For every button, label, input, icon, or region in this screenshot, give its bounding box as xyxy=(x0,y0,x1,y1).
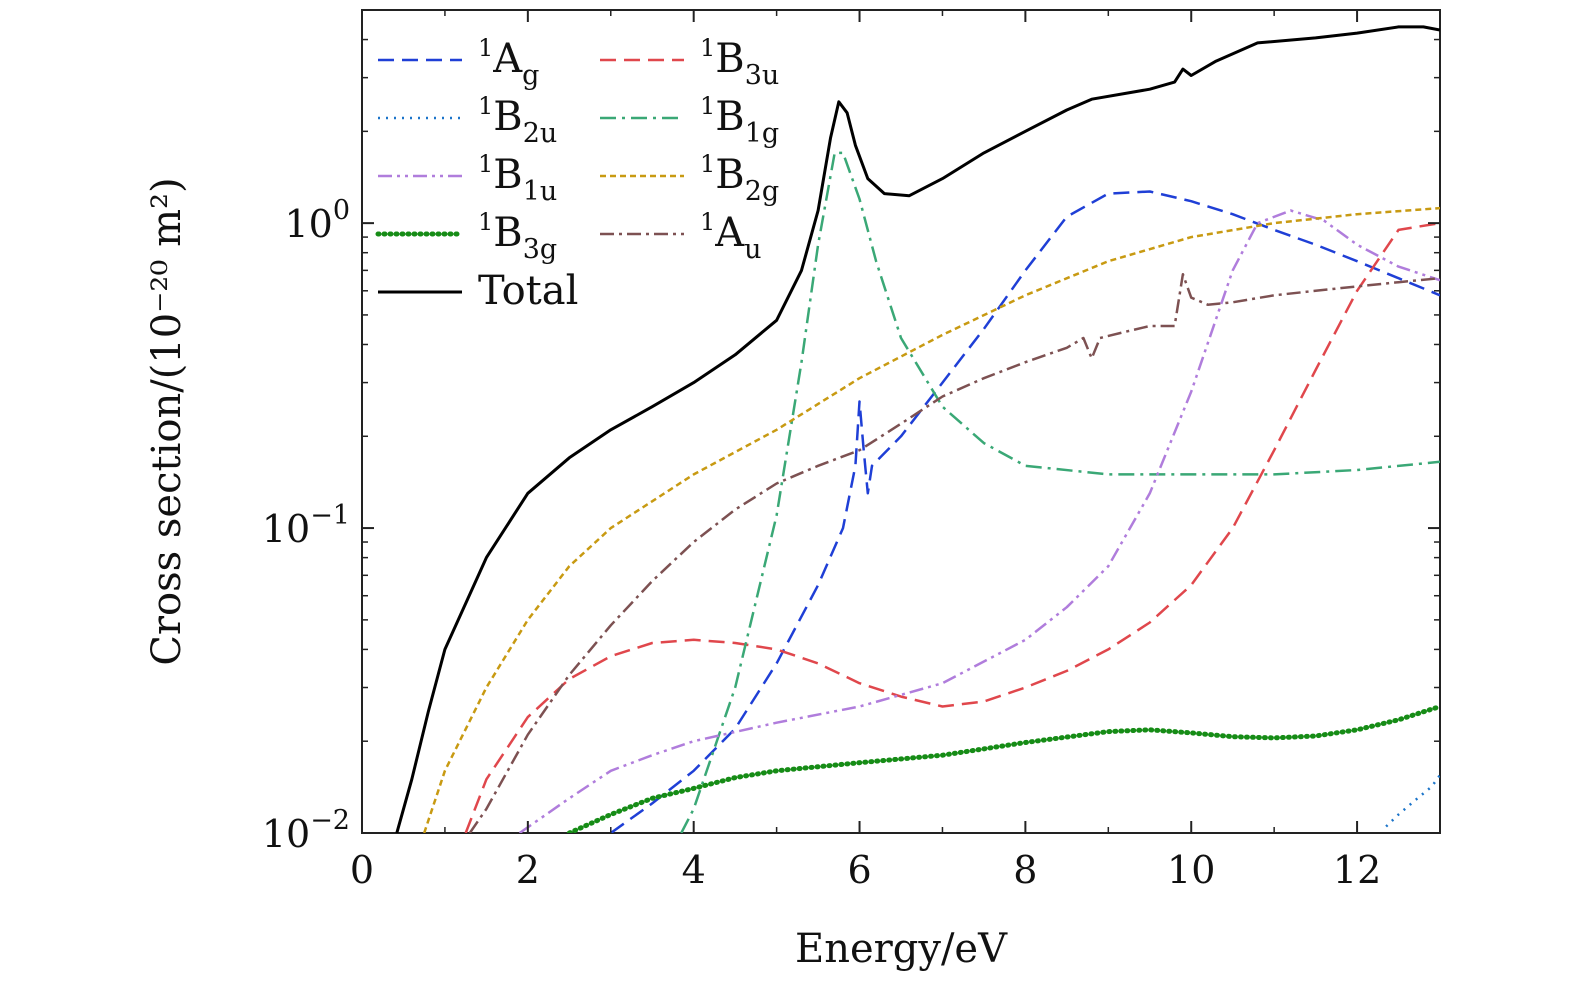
series-line-b1u xyxy=(518,209,1440,833)
axes-frame xyxy=(361,9,1441,834)
series-line-b3g xyxy=(566,704,1440,833)
legend-label-b2g: 1B2g xyxy=(700,150,779,207)
legend-label-b3u: 1B3u xyxy=(700,34,779,91)
series-lines xyxy=(395,25,1440,833)
series-line-ag xyxy=(610,190,1440,833)
axis-ticks: 0 2 4 6 8 10 12 10−2 10−1 100 xyxy=(262,9,1440,892)
series-line-au xyxy=(468,272,1440,833)
legend-label-b2u: 1B2u xyxy=(478,92,557,149)
y-tick-label: 10−2 xyxy=(262,805,350,856)
legend-label-b1g: 1B1g xyxy=(700,92,779,149)
series-line-b2u xyxy=(1385,774,1440,828)
plot-frame xyxy=(361,9,1441,834)
x-tick-label: 8 xyxy=(1013,848,1037,892)
legend: 1Ag 1B3u 1B2u 1B1g 1B1u 1B2g 1B3g 1Au Total xyxy=(375,34,779,314)
y-axis-title: Cross section/(10⁻²⁰ m²) xyxy=(144,177,190,665)
x-axis-title: Energy/eV xyxy=(795,926,1008,972)
y-tick-label: 100 xyxy=(284,195,350,246)
legend-label-b1u: 1B1u xyxy=(478,150,557,207)
series-line-b2g xyxy=(423,206,1440,833)
legend-label-b3g: 1B3g xyxy=(478,208,557,265)
series-line-b1g xyxy=(680,151,1440,833)
x-tick-label: 4 xyxy=(682,848,706,892)
series-line-total xyxy=(395,25,1440,833)
x-tick-label: 2 xyxy=(516,848,540,892)
x-tick-label: 10 xyxy=(1167,848,1215,892)
series-line-b3u xyxy=(464,221,1440,833)
legend-label-au: 1Au xyxy=(700,208,762,265)
x-tick-label: 0 xyxy=(350,848,374,892)
x-tick-label: 12 xyxy=(1333,848,1381,892)
legend-label-total: Total xyxy=(478,268,578,314)
legend-label-ag: 1Ag xyxy=(478,34,539,91)
y-tick-label: 10−1 xyxy=(262,500,350,551)
x-tick-label: 6 xyxy=(847,848,871,892)
